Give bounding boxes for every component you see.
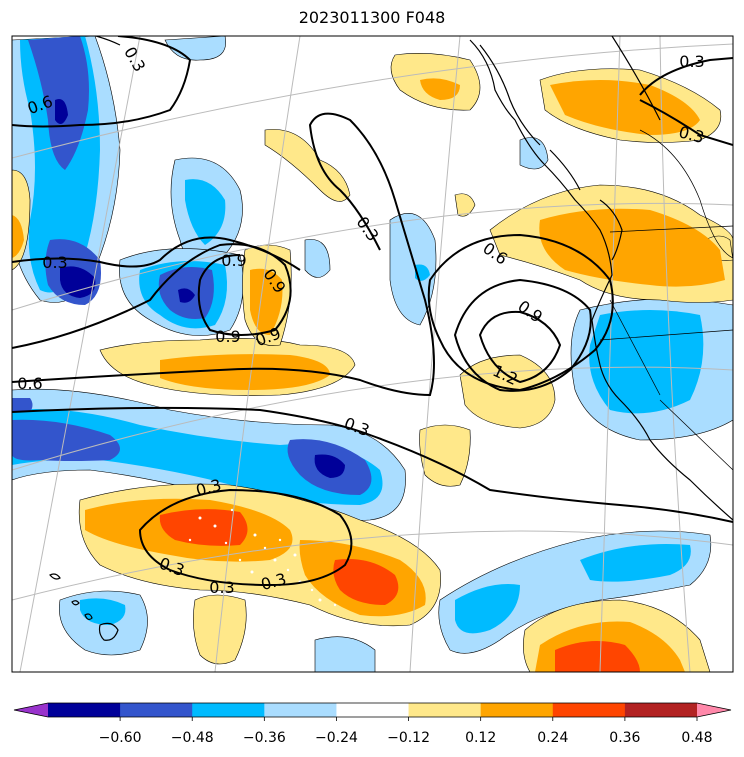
colorbar-tick-label: 0.24 [537,730,568,746]
colorbar-bins [13,702,732,718]
contour-label: 0.9 [215,327,240,346]
colorbar-tick-label: −0.12 [387,730,430,746]
contour-label: 0.3 [42,253,67,272]
colorbar-ticks: −0.60 −0.48 −0.36 −0.24 −0.12 0.12 0.24 0.36 0.4… [99,717,713,746]
colorbar-tick-label: −0.48 [171,730,214,746]
svg-text:0.9: 0.9 [215,327,240,346]
map-title: 2023011300 F048 [298,8,446,27]
colorbar-bin [480,703,554,717]
svg-text:0.3: 0.3 [679,52,704,71]
colorbar-tick-label: 0.12 [465,730,496,746]
coastlines [95,36,733,521]
colorbar-bin [120,703,193,717]
positive-anomaly-dark [159,509,640,672]
colorbar-extend-high [697,703,731,717]
colorbar-tick-label: −0.36 [243,730,286,746]
contour-lines [12,36,733,587]
colorbar-bin [408,703,482,717]
colorbar-tick-label: 0.36 [609,730,640,746]
colorbar-bin [336,703,410,717]
svg-text:0.3: 0.3 [42,253,67,272]
colorbar-bin [48,703,121,717]
colorbar-outline [13,702,732,718]
contour-label: 0.9 [221,251,246,270]
contour-label: 0.3 [679,52,704,71]
contour-label: 0.6 [17,374,42,393]
svg-text:0.6: 0.6 [17,374,42,393]
forecast-map: 0.3 0.6 0.3 0.3 0.3 0.9 0.9 0.9 0.9 0.3 … [11,35,734,673]
contour-label: 0.3 [209,578,234,597]
svg-text:0.3: 0.3 [209,578,234,597]
svg-text:0.9: 0.9 [221,251,246,270]
colorbar-bin [264,703,337,717]
colorbar-tick-label: 0.48 [681,730,712,746]
colorbar-extend-low [14,703,48,717]
colorbar-bin [624,703,698,717]
graticule [12,36,733,672]
negative-anomaly-darkest [55,99,345,478]
map-frame [11,35,734,673]
colorbar-tick-label: −0.60 [99,730,142,746]
colorbar-bin [552,703,626,717]
island-outlines [49,573,119,641]
colorbar-tick-label: −0.24 [315,730,358,746]
borders [599,129,733,471]
colorbar-bin [192,703,265,717]
